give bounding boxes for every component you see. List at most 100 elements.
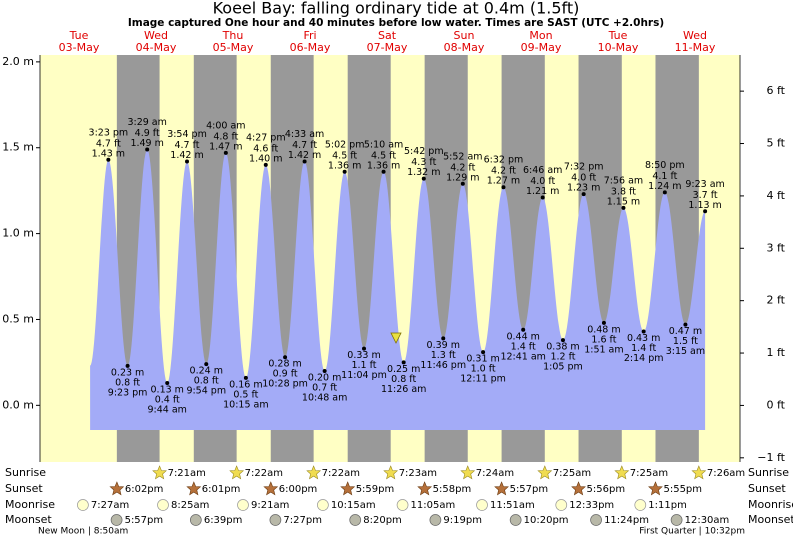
- tide-label: 1.23 m: [567, 183, 600, 194]
- tide-extreme: [362, 346, 367, 351]
- tide-extreme: [125, 363, 130, 368]
- tide-extreme: [342, 169, 347, 174]
- moonrise-time: 7:27am: [91, 500, 129, 511]
- sunset-time: 5:56pm: [587, 484, 626, 495]
- sunrise-icon: [460, 465, 476, 480]
- tide-label: 5:52 am: [443, 151, 482, 162]
- moonset-time: 5:57pm: [125, 515, 164, 526]
- moonrise-icon: [476, 499, 488, 511]
- sunrise-time: 7:24am: [476, 468, 514, 479]
- y2-tick-label: 4 ft: [767, 189, 786, 202]
- tide-label: 4.8 ft: [213, 131, 238, 142]
- tide-extreme: [223, 150, 228, 155]
- tide-label: 1:51 am: [584, 344, 623, 355]
- moonrise-time: 11:51am: [490, 500, 535, 511]
- sunrise-icon: [691, 465, 707, 480]
- tide-label: 1.4 ft: [511, 341, 536, 352]
- tide-label: 0.4 ft: [155, 395, 180, 406]
- sunset-time: 6:01pm: [202, 484, 241, 495]
- moonset-time: 11:24pm: [604, 515, 649, 526]
- row-label: Sunrise: [5, 466, 46, 479]
- tide-label: 4:00 am: [206, 120, 245, 131]
- tide-label: 1.24 m: [648, 181, 681, 192]
- sunrise-icon: [383, 465, 399, 480]
- day-name: Tue: [608, 29, 628, 42]
- chart-subtitle: Image captured One hour and 40 minutes b…: [128, 17, 664, 29]
- tide-label: 9:23 am: [685, 179, 724, 190]
- sunset-icon: [186, 481, 202, 496]
- tide-label: 1.27 m: [487, 176, 520, 187]
- tide-label: 0.7 ft: [312, 382, 337, 393]
- y2-tick-label: −1 ft: [757, 451, 785, 464]
- moonset-time: 12:30am: [685, 515, 730, 526]
- moonrise-icon: [317, 499, 329, 511]
- plot-foreground: 3:23 pm4.7 ft1.43 m0.23 m0.8 ft9:23 pm3:…: [2, 55, 785, 464]
- tide-label: 4.9 ft: [135, 128, 160, 139]
- y2-tick-label: 3 ft: [767, 241, 786, 254]
- day-date: 10-May: [598, 41, 639, 54]
- tide-label: 4:27 pm: [246, 132, 286, 143]
- tide-extreme: [560, 338, 565, 343]
- tide-label: 0.9 ft: [273, 369, 298, 380]
- tide-label: 1.40 m: [249, 153, 282, 164]
- row-label: Moonrise: [748, 498, 793, 511]
- tide-label: 1.49 m: [130, 138, 163, 149]
- tide-label: 11:26 am: [381, 384, 426, 395]
- tide-extreme: [641, 329, 646, 334]
- tide-label: 0.16 m: [229, 379, 262, 390]
- tide-label: 1.13 m: [688, 200, 721, 211]
- tide-label: 0.38 m: [546, 342, 579, 353]
- tide-label: 0.8 ft: [194, 376, 219, 387]
- tide-label: 0.23 m: [111, 367, 144, 378]
- tide-label: 0.24 m: [190, 366, 223, 377]
- sunset-icon: [571, 481, 586, 496]
- tide-label: 1.36 m: [328, 160, 361, 171]
- tide-label: 4.7 ft: [292, 140, 317, 151]
- moonset-icon: [509, 514, 522, 526]
- tide-label: 1.0 ft: [471, 364, 496, 375]
- tide-extreme: [501, 185, 506, 190]
- tide-extreme: [540, 195, 545, 200]
- tide-label: 0.13 m: [151, 385, 184, 396]
- tide-label: 3.8 ft: [611, 186, 636, 197]
- tide-label: 5:10 am: [364, 139, 403, 150]
- moonrise-icon: [634, 499, 647, 511]
- tide-label: 4.7 ft: [96, 138, 121, 149]
- day-date: 06-May: [290, 41, 331, 54]
- tide-label: 4.3 ft: [411, 157, 436, 168]
- moonset-time: 10:20pm: [524, 515, 569, 526]
- y-tick-label: 0.0 m: [2, 398, 34, 411]
- day-date: 09-May: [521, 41, 562, 54]
- sunset-time: 6:02pm: [125, 484, 164, 495]
- tide-label: 0.20 m: [308, 372, 341, 383]
- moonset-icon: [349, 514, 362, 526]
- tide-label: 5:02 pm: [325, 139, 365, 150]
- tide-label: 12:11 pm: [460, 374, 506, 385]
- tide-label: 6:32 pm: [484, 155, 524, 166]
- day-date: 08-May: [444, 41, 485, 54]
- tide-label: 7:32 pm: [564, 162, 604, 173]
- tide-label: 0.48 m: [587, 324, 620, 335]
- sunset-icon: [417, 481, 433, 496]
- day-date: 04-May: [136, 41, 177, 54]
- tide-label: 6:46 am: [523, 165, 562, 176]
- tide-layer: [90, 149, 706, 430]
- sunrise-icon: [306, 465, 322, 480]
- tide-extreme: [185, 159, 190, 164]
- tide-label: 5:42 pm: [404, 146, 444, 157]
- sunset-icon: [494, 481, 509, 496]
- tide-label: 4.0 ft: [571, 173, 596, 184]
- tide-label: 4.6 ft: [253, 143, 278, 154]
- tide-label: 0.31 m: [466, 354, 499, 365]
- y-tick-label: 1.5 m: [2, 141, 34, 154]
- y-tick-label: 2.0 m: [2, 55, 34, 68]
- sunrise-time: 7:25am: [553, 468, 591, 479]
- moonrise-time: 11:05am: [411, 500, 456, 511]
- tide-extreme: [521, 327, 526, 332]
- moonrise-icon: [237, 499, 249, 511]
- tide-label: 1:05 pm: [543, 362, 583, 373]
- day-name: Wed: [683, 29, 707, 42]
- tide-extreme: [401, 360, 406, 365]
- tide-label: 1.15 m: [607, 196, 640, 207]
